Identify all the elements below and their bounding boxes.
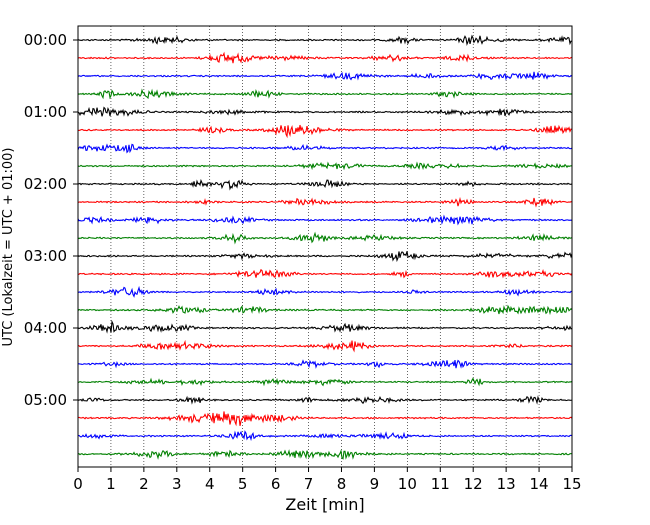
x-tick-label: 14	[530, 475, 549, 493]
trace-line	[77, 377, 573, 387]
trace-line	[77, 178, 573, 191]
trace-line	[77, 268, 573, 279]
plot-frame	[77, 25, 573, 468]
trace-line	[77, 339, 573, 353]
y-axis-ticks: 00:00 01:00 02:00 03:00 04:00 05:00	[24, 31, 78, 409]
trace-line	[77, 359, 573, 369]
y-tick-label: 02:00	[24, 175, 67, 193]
y-axis-label: UTC (Lokalzeit = UTC + 01:00)	[1, 148, 16, 347]
x-tick-label: 8	[337, 475, 347, 493]
trace-line	[77, 106, 572, 117]
trace-line	[77, 448, 573, 460]
x-tick-label: 3	[172, 475, 182, 493]
trace-line	[77, 411, 573, 427]
trace-line	[77, 34, 573, 46]
trace-group	[77, 34, 573, 460]
y-tick-label: 00:00	[24, 31, 67, 49]
trace-line	[77, 196, 573, 208]
y-tick-label: 04:00	[24, 319, 67, 337]
trace-line	[77, 251, 573, 263]
trace-line	[77, 304, 573, 316]
x-tick-label: 15	[562, 475, 581, 493]
x-tick-label: 12	[464, 475, 483, 493]
x-tick-label: 13	[497, 475, 516, 493]
x-tick-label: 10	[398, 475, 417, 493]
trace-line	[77, 214, 573, 226]
trace-line	[77, 88, 573, 100]
x-tick-label: 4	[205, 475, 215, 493]
trace-line	[77, 319, 573, 334]
x-tick-label: 9	[370, 475, 380, 493]
trace-line	[77, 71, 573, 81]
x-tick-label: 7	[304, 475, 314, 493]
x-tick-label: 6	[271, 475, 281, 493]
trace-line	[77, 161, 573, 171]
trace-line	[77, 231, 573, 245]
x-tick-label: 1	[106, 475, 116, 493]
y-tick-label: 03:00	[24, 247, 67, 265]
trace-line	[77, 285, 573, 298]
x-tick-label: 5	[238, 475, 248, 493]
x-tick-label: 11	[431, 475, 450, 493]
trace-line	[77, 395, 573, 405]
y-tick-label: 05:00	[24, 391, 67, 409]
x-axis-ticks: 0 1 2 3 4 5 6 7 8 9 10 11 12 13 14 15	[73, 467, 582, 493]
trace-line	[77, 143, 573, 154]
y-tick-label: 01:00	[24, 103, 67, 121]
x-tick-label: 2	[139, 475, 149, 493]
trace-line	[77, 51, 573, 64]
x-tick-label: 0	[73, 475, 83, 493]
trace-line	[77, 430, 573, 442]
trace-line	[77, 124, 573, 139]
x-axis-label: Zeit [min]	[285, 495, 364, 514]
vertical-grid	[110, 26, 540, 467]
